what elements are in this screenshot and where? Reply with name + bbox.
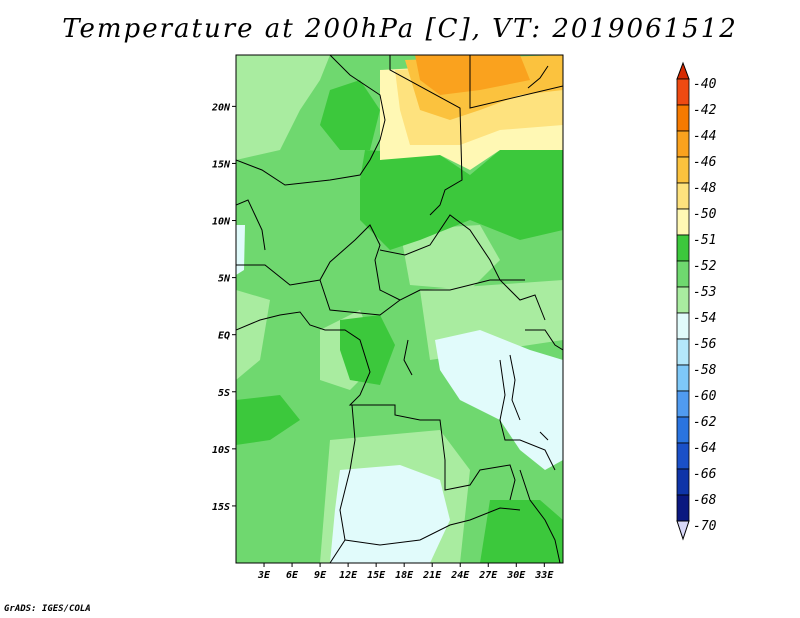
colorbar-label: -50 [693,207,717,222]
colorbar-swatch [676,416,690,444]
border-line [379,214,546,321]
colorbar: -40 -42 -44 -46 -48 -50 -51 -52 -53 -54 -56 -58 -60 -… [676,61,717,541]
colorbar-label: -62 [693,415,717,430]
colorbar-swatch [676,442,690,470]
colorbar-swatch [676,182,690,210]
colorbar-label: -53 [693,285,716,300]
y-tick-label: 15N [212,159,231,170]
field-region-dark [320,80,380,150]
colorbar-swatch [676,208,690,236]
colorbar-swatch [676,104,690,132]
border-line [509,354,521,421]
border-line [519,469,561,563]
colorbar-swatch [676,286,690,314]
colorbar-swatch [676,234,690,262]
field-region-cold [236,225,245,275]
x-tick-label: 18E [395,570,414,581]
colorbar-label: -48 [693,181,717,196]
colorbar-label: -58 [693,363,717,378]
colorbar-label: -46 [693,155,717,170]
colorbar-swatch [676,130,690,158]
x-tick-label: 15E [367,570,386,581]
border-line [527,65,549,89]
footer-credit: GrADS: IGES/COLA [4,604,91,614]
field-region-cold [435,330,563,470]
border-line [403,339,413,376]
field-region-dark [340,315,395,385]
colorbar-label: -52 [693,259,717,274]
axes: 3E 6E 9E 12E 15E 18E 21E 24E 27E 30E 33E 20N 15N 10N 5… [211,102,554,581]
border-line [319,279,525,316]
colorbar-label: -42 [693,103,717,118]
y-tick-label: 5N [218,274,231,285]
x-tick-label: 9E [314,570,327,581]
colorbar-swatch [676,312,690,340]
x-tick-label: 33E [534,570,554,581]
colorbar-bottom-arrow [676,520,690,541]
colorbar-label: -70 [693,519,717,534]
colorbar-swatch [676,156,690,184]
colorbar-swatch [676,78,690,106]
x-tick-label: 12E [339,570,358,581]
border-line [525,329,563,351]
colorbar-label: -44 [693,129,716,144]
y-tick-label: 5S [218,388,230,399]
x-tick-label: 3E [257,570,271,581]
y-tick-label: 15S [212,502,230,513]
colorbar-swatch [676,390,690,418]
border-line [236,224,401,301]
map-field [236,55,563,563]
x-tick-label: 24E [450,570,470,581]
x-tick-label: 21E [422,570,442,581]
border-line [344,507,521,546]
field-region-light [236,290,270,380]
border-line [236,199,266,251]
colorbar-swatch [676,338,690,366]
field-region-cold [330,465,450,563]
country-borders [236,55,563,563]
border-line [539,431,549,441]
colorbar-swatch [676,260,690,288]
x-tick-label: 27E [478,570,498,581]
colorbar-label: -64 [693,441,716,456]
colorbar-label: -40 [693,77,717,92]
field-region-warm [415,55,530,95]
map-frame [235,54,564,564]
field-region-light [236,55,330,160]
y-tick-label: 10N [212,217,231,228]
border-line [329,404,356,563]
field-region-dark [236,395,300,445]
colorbar-top-arrow [676,61,690,80]
border-line [236,55,386,186]
colorbar-label: -51 [693,233,716,248]
colorbar-swatch [676,494,690,522]
chart-title: Temperature at 200hPa [C], VT: 201906151… [62,14,738,44]
y-tick-label: 10S [212,445,230,456]
colorbar-label: -54 [693,311,716,326]
field-region-dark [360,140,563,250]
colorbar-swatch [676,364,690,392]
x-tick-label: 6E [286,570,299,581]
colorbar-label: -66 [693,467,717,482]
colorbar-label: -56 [693,337,717,352]
y-tick-label: EQ [218,331,230,342]
colorbar-label: -68 [693,493,717,508]
y-tick-label: 20N [211,102,231,113]
colorbar-label: -60 [693,389,717,404]
field-region-light [400,225,500,290]
border-line [389,55,463,216]
x-tick-label: 30E [506,570,526,581]
border-line [469,55,563,109]
border-line [499,359,556,471]
colorbar-swatch [676,468,690,496]
border-line [236,311,516,501]
